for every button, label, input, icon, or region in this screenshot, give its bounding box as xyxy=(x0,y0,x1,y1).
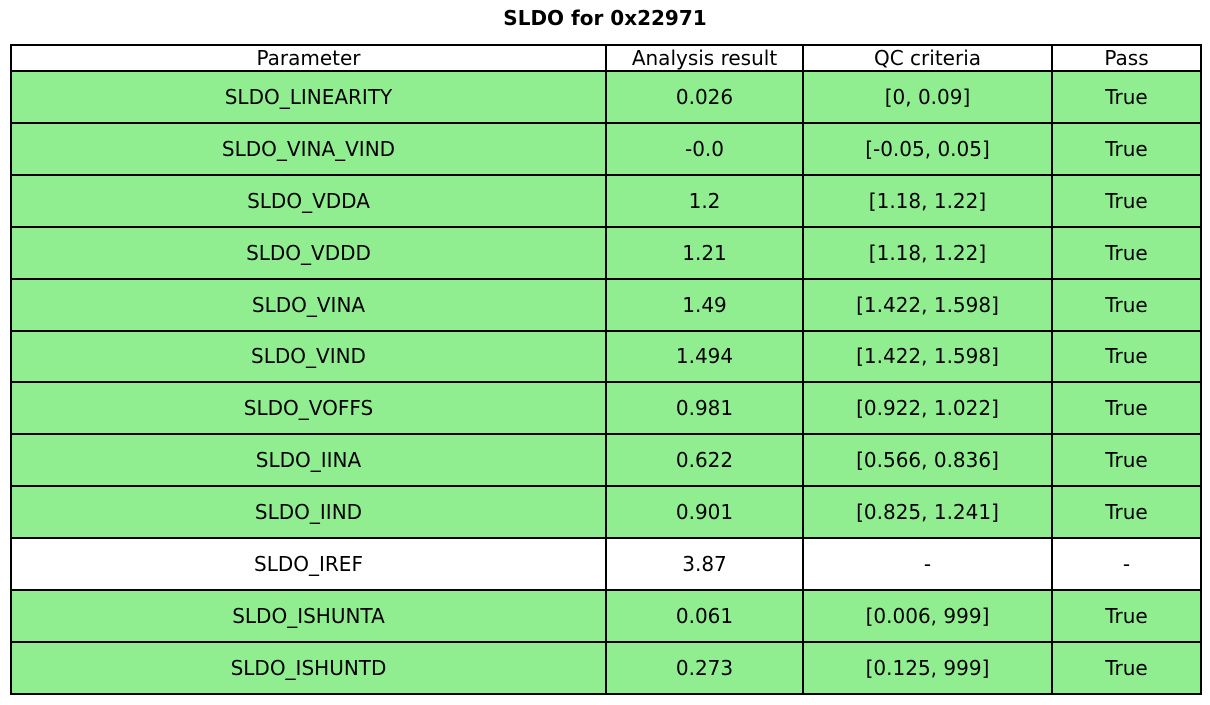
table-row: SLDO_ISHUNTA 0.061 [0.006, 999] True xyxy=(10,589,1202,643)
cell-qc-criteria: [0, 0.09] xyxy=(802,70,1053,124)
figure-title: SLDO for 0x22971 xyxy=(503,6,707,30)
cell-pass: True xyxy=(1051,225,1202,280)
table-row: SLDO_LINEARITY 0.026 [0, 0.09] True xyxy=(10,70,1202,124)
table-header: Parameter Analysis result QC criteria Pa… xyxy=(10,44,1202,72)
cell-pass: True xyxy=(1051,329,1202,384)
cell-parameter: SLDO_VINA_VIND xyxy=(10,121,607,176)
cell-qc-criteria: [0.922, 1.022] xyxy=(802,381,1053,436)
cell-analysis-result: 1.49 xyxy=(605,277,804,332)
cell-analysis-result: 0.981 xyxy=(605,381,804,436)
cell-analysis-result: 0.273 xyxy=(605,640,804,696)
table-row: SLDO_VOFFS 0.981 [0.922, 1.022] True xyxy=(10,381,1202,436)
qc-results-table: Parameter Analysis result QC criteria Pa… xyxy=(10,44,1202,696)
cell-qc-criteria: [0.006, 999] xyxy=(802,589,1053,643)
cell-pass: True xyxy=(1051,277,1202,332)
cell-parameter: SLDO_ISHUNTA xyxy=(10,589,607,643)
table-row: SLDO_VINA 1.49 [1.422, 1.598] True xyxy=(10,277,1202,332)
cell-pass: True xyxy=(1051,381,1202,436)
cell-pass: True xyxy=(1051,589,1202,643)
cell-pass: True xyxy=(1051,121,1202,176)
cell-pass: True xyxy=(1051,70,1202,124)
cell-parameter: SLDO_VIND xyxy=(10,329,607,384)
cell-analysis-result: 3.87 xyxy=(605,537,804,592)
cell-analysis-result: 0.622 xyxy=(605,433,804,488)
cell-pass: True xyxy=(1051,433,1202,488)
cell-parameter: SLDO_IINA xyxy=(10,433,607,488)
column-header-pass: Pass xyxy=(1051,44,1202,72)
cell-analysis-result: -0.0 xyxy=(605,121,804,176)
cell-qc-criteria: [-0.05, 0.05] xyxy=(802,121,1053,176)
table-row: SLDO_IINA 0.622 [0.566, 0.836] True xyxy=(10,433,1202,488)
table-row: SLDO_IREF 3.87 - - xyxy=(10,537,1202,592)
cell-parameter: SLDO_IIND xyxy=(10,485,607,540)
cell-qc-criteria: [1.422, 1.598] xyxy=(802,277,1053,332)
cell-qc-criteria: [1.18, 1.22] xyxy=(802,225,1053,280)
cell-qc-criteria: [1.18, 1.22] xyxy=(802,173,1053,228)
cell-qc-criteria: [0.566, 0.836] xyxy=(802,433,1053,488)
table-row: SLDO_ISHUNTD 0.273 [0.125, 999] True xyxy=(10,640,1202,696)
column-header-analysis-result: Analysis result xyxy=(605,44,804,72)
table-body: SLDO_LINEARITY 0.026 [0, 0.09] True SLDO… xyxy=(10,70,1202,696)
cell-parameter: SLDO_VINA xyxy=(10,277,607,332)
cell-qc-criteria: [0.125, 999] xyxy=(802,640,1053,696)
cell-pass: True xyxy=(1051,640,1202,696)
cell-parameter: SLDO_LINEARITY xyxy=(10,70,607,124)
cell-parameter: SLDO_VDDA xyxy=(10,173,607,228)
table-row: SLDO_VINA_VIND -0.0 [-0.05, 0.05] True xyxy=(10,121,1202,176)
cell-pass: True xyxy=(1051,485,1202,540)
cell-pass: True xyxy=(1051,173,1202,228)
table-row: SLDO_VDDD 1.21 [1.18, 1.22] True xyxy=(10,225,1202,280)
cell-qc-criteria: [1.422, 1.598] xyxy=(802,329,1053,384)
table-row: SLDO_IIND 0.901 [0.825, 1.241] True xyxy=(10,485,1202,540)
table-row: SLDO_VDDA 1.2 [1.18, 1.22] True xyxy=(10,173,1202,228)
header-row: Parameter Analysis result QC criteria Pa… xyxy=(10,44,1202,72)
cell-qc-criteria: [0.825, 1.241] xyxy=(802,485,1053,540)
cell-analysis-result: 0.901 xyxy=(605,485,804,540)
cell-pass: - xyxy=(1051,537,1202,592)
cell-parameter: SLDO_ISHUNTD xyxy=(10,640,607,696)
cell-analysis-result: 1.2 xyxy=(605,173,804,228)
cell-qc-criteria: - xyxy=(802,537,1053,592)
column-header-parameter: Parameter xyxy=(10,44,607,72)
cell-parameter: SLDO_VOFFS xyxy=(10,381,607,436)
cell-parameter: SLDO_VDDD xyxy=(10,225,607,280)
cell-analysis-result: 0.026 xyxy=(605,70,804,124)
table-row: SLDO_VIND 1.494 [1.422, 1.598] True xyxy=(10,329,1202,384)
cell-parameter: SLDO_IREF xyxy=(10,537,607,592)
column-header-qc-criteria: QC criteria xyxy=(802,44,1053,72)
cell-analysis-result: 1.494 xyxy=(605,329,804,384)
cell-analysis-result: 0.061 xyxy=(605,589,804,643)
cell-analysis-result: 1.21 xyxy=(605,225,804,280)
